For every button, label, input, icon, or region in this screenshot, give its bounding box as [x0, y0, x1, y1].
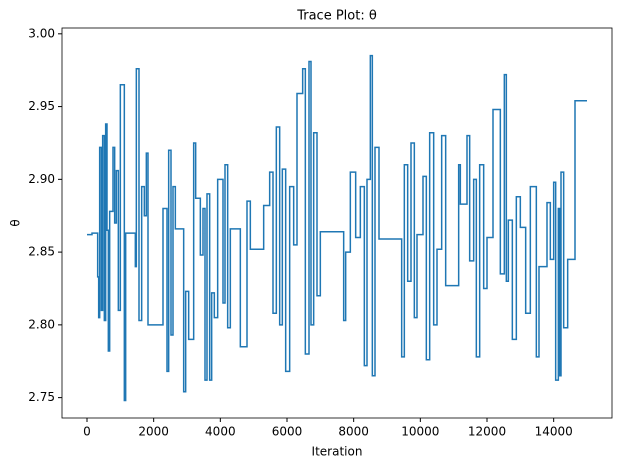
- y-tick-label: 2.85: [28, 245, 55, 259]
- x-tick-label: 4000: [205, 425, 236, 439]
- x-axis-label: Iteration: [312, 445, 363, 459]
- x-tick-label: 0: [83, 425, 91, 439]
- x-tick-label: 2000: [138, 425, 169, 439]
- x-tick-label: 8000: [338, 425, 369, 439]
- x-tick-label: 12000: [468, 425, 506, 439]
- trace-line: [87, 54, 587, 402]
- x-tick-label: 14000: [535, 425, 573, 439]
- y-tick-label: 2.90: [28, 172, 55, 186]
- plot-frame: [61, 27, 613, 419]
- y-tick-label: 3.00: [28, 26, 55, 40]
- y-tick-label: 2.95: [28, 99, 55, 113]
- y-tick-label: 2.80: [28, 317, 55, 331]
- chart-title: Trace Plot: θ: [296, 9, 377, 24]
- y-tick-label: 2.75: [28, 390, 55, 404]
- x-tick-label: 10000: [401, 425, 439, 439]
- x-tick-label: 6000: [272, 425, 303, 439]
- y-axis-label: θ: [9, 219, 23, 226]
